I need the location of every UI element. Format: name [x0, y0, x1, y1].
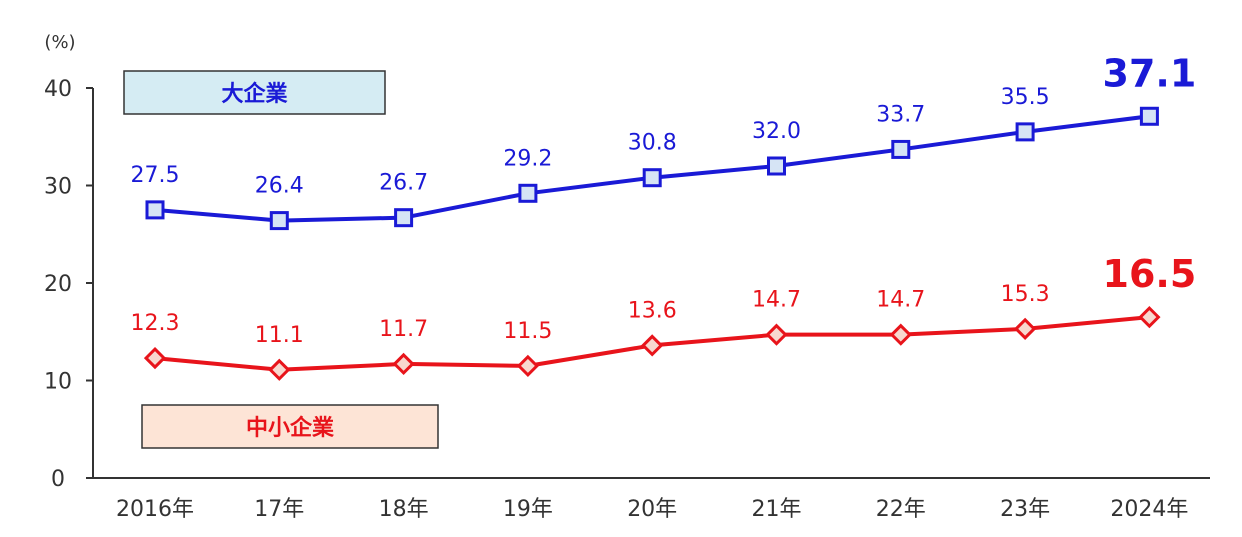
data-point-marker — [1139, 106, 1159, 126]
data-point-marker — [641, 334, 664, 357]
x-tick-label: 2024年 — [1110, 497, 1188, 522]
legend-label: 大企業 — [221, 81, 288, 107]
y-tick-label: 10 — [44, 370, 72, 395]
x-tick-label: 18年 — [379, 497, 429, 522]
data-point-marker — [145, 200, 165, 220]
data-point-marker — [1015, 122, 1035, 142]
legend-box — [123, 70, 386, 115]
data-label: 11.5 — [503, 319, 552, 344]
data-point-marker — [392, 352, 415, 376]
data-point-marker — [765, 323, 788, 346]
data-label: 27.5 — [131, 163, 180, 188]
y-tick-label: 20 — [44, 272, 72, 297]
data-label: 13.6 — [628, 298, 677, 323]
data-point-marker — [516, 354, 540, 377]
data-point-marker — [1013, 317, 1037, 340]
data-label: 30.8 — [628, 131, 677, 156]
data-point-marker — [268, 358, 291, 381]
data-point-marker — [889, 323, 912, 346]
data-point-marker — [518, 183, 538, 203]
y-tick-label: 30 — [44, 175, 72, 200]
legend-box — [141, 404, 439, 449]
data-label: 11.7 — [379, 317, 428, 342]
data-label: 14.7 — [752, 288, 801, 313]
y-tick-label: 40 — [44, 77, 72, 102]
data-label: 16.5 — [1103, 252, 1197, 296]
data-point-marker — [269, 211, 289, 231]
data-label: 14.7 — [876, 288, 925, 313]
data-label: 33.7 — [876, 102, 925, 127]
series-layer: 27.5 26.4 26.7 29.2 30.8 32.0 33.7 35.5 37.1 12.3… — [131, 51, 1197, 381]
data-point-marker — [1138, 306, 1161, 329]
data-point-marker — [143, 346, 167, 370]
data-label: 11.1 — [255, 323, 304, 348]
data-point-marker — [642, 168, 662, 188]
legend-label: 中小企業 — [246, 415, 335, 441]
data-point-marker — [767, 156, 786, 176]
data-label: 15.3 — [1001, 282, 1050, 307]
data-label: 29.2 — [503, 146, 552, 171]
x-tick-label: 23年 — [1000, 497, 1050, 522]
x-tick-label: 2016年 — [116, 497, 194, 522]
x-tick-label: 20年 — [627, 497, 677, 522]
data-label: 32.0 — [752, 119, 801, 144]
x-tick-label: 19年 — [503, 497, 553, 522]
y-axis-unit-label: (%) — [44, 32, 75, 53]
data-point-marker — [891, 139, 911, 159]
data-label: 35.5 — [1001, 85, 1050, 110]
data-label: 26.4 — [255, 174, 304, 199]
y-tick-label: 0 — [51, 467, 65, 492]
data-label: 12.3 — [131, 311, 180, 336]
data-label: 37.1 — [1103, 51, 1197, 95]
data-label: 26.7 — [379, 171, 428, 196]
x-tick-label: 21年 — [752, 497, 802, 522]
data-point-marker — [394, 208, 414, 228]
x-tick-label: 22年 — [876, 497, 926, 522]
axes: 0 10 20 30 40 2016年 17年 18年 19年 20年 21年 22年 23年 2024年 — [44, 77, 1210, 522]
x-tick-label: 17年 — [254, 497, 304, 522]
